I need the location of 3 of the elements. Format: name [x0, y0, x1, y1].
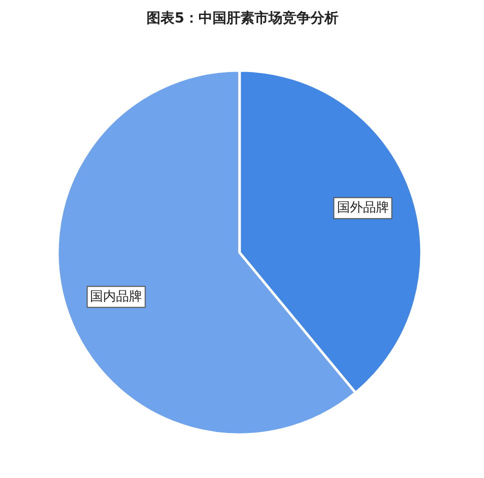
slice-label: 国内品牌 [90, 289, 142, 304]
chart-title: 图表5：中国肝素市场竞争分析 [146, 10, 338, 26]
slice-label: 国外品牌 [336, 200, 389, 216]
